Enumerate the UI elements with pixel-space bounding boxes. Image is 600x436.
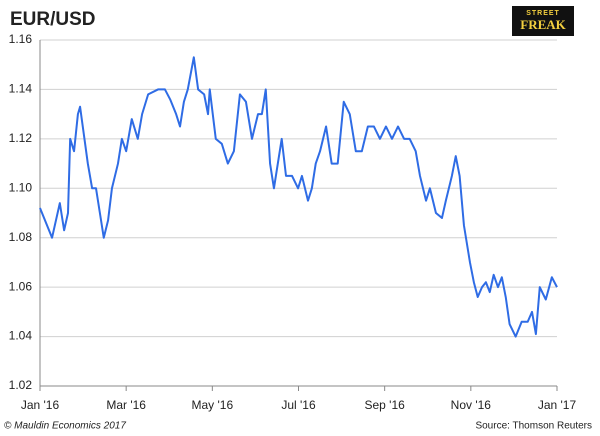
x-tick-label: May '16 [192,398,234,412]
chart-title: EUR/USD [10,9,96,30]
x-tick-label: Mar '16 [106,398,146,412]
y-tick-label: 1.06 [9,279,33,293]
x-tick-label: Sep '16 [365,398,406,412]
logo-box [512,6,574,36]
x-tick-label: Jul '16 [281,398,316,412]
price-line [39,56,558,338]
y-tick-label: 1.02 [9,378,33,392]
y-tick-label: 1.16 [9,32,33,46]
y-tick-label: 1.14 [9,82,33,96]
y-tick-label: 1.12 [9,131,33,145]
y-tick-label: 1.10 [9,180,33,194]
y-tick-label: 1.04 [9,329,33,343]
x-tick-label: Jan '17 [538,398,577,412]
logo-main: FREAK [520,17,566,32]
x-tick-label: Jan '16 [21,398,60,412]
y-tick-label: 1.08 [9,230,33,244]
copyright: © Mauldin Economics 2017 [4,421,126,432]
x-tick-label: Nov '16 [451,398,492,412]
logo-top: STREET [526,10,560,17]
source: Source: Thomson Reuters [475,421,592,432]
